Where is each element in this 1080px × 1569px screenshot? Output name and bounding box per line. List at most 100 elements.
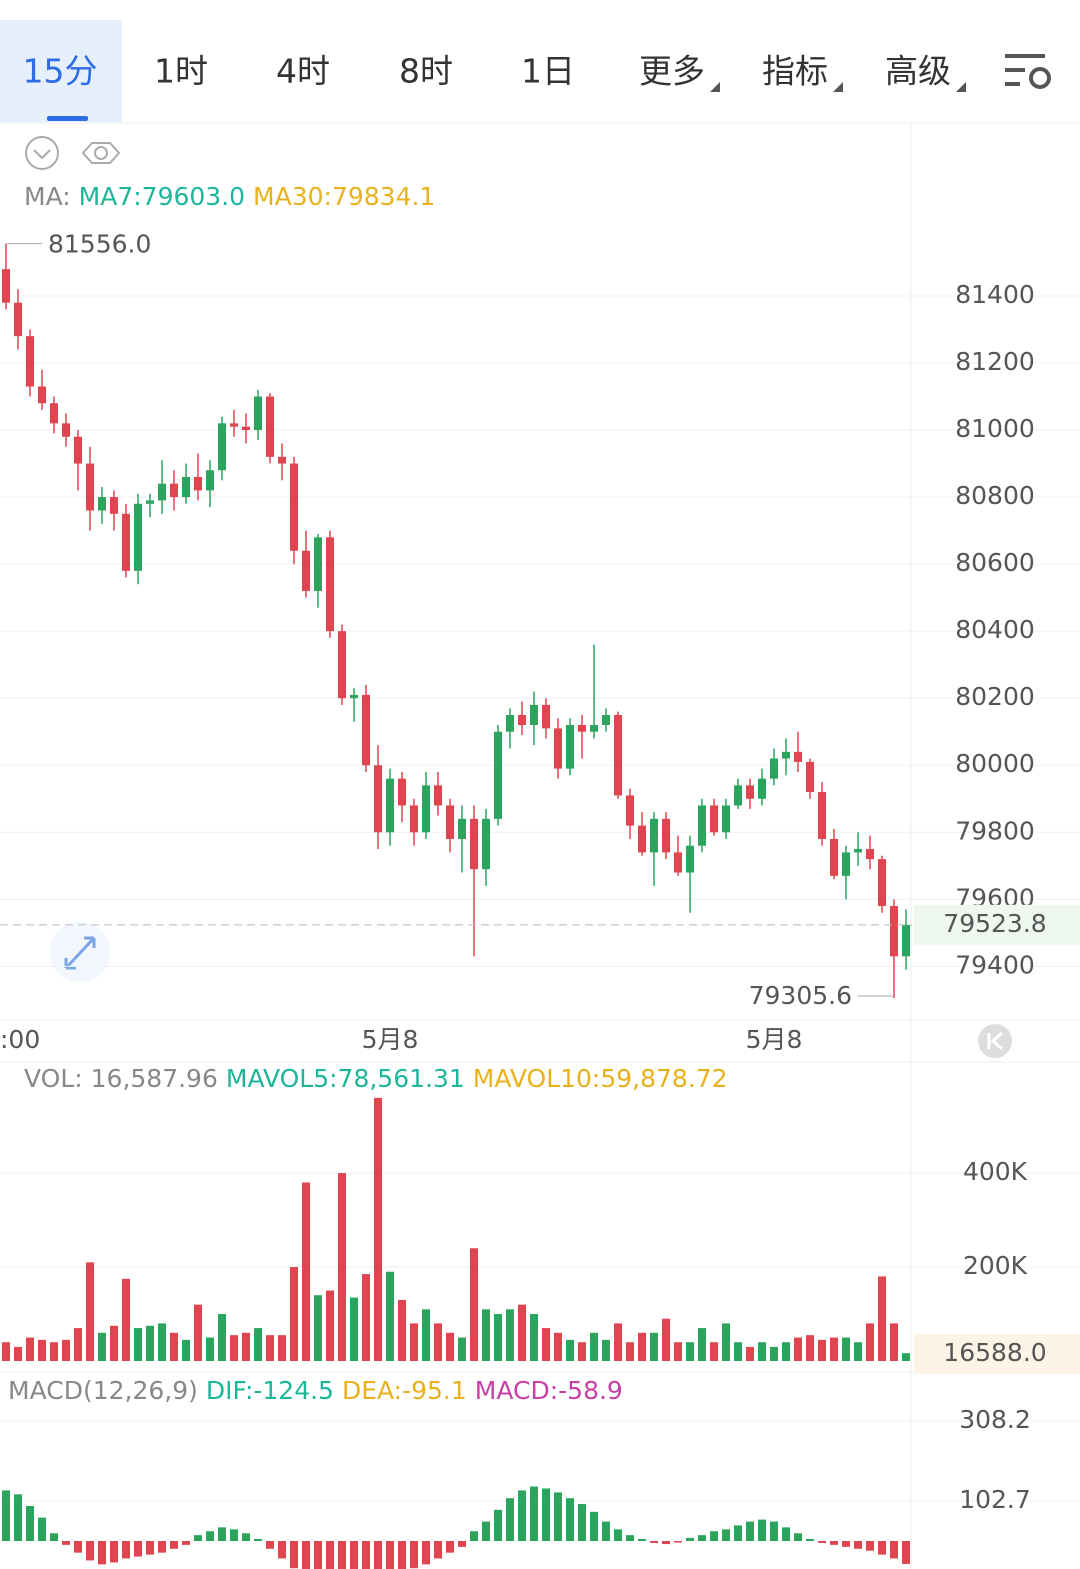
- candle-body: [182, 476, 190, 498]
- chart-tools[interactable]: [25, 136, 121, 170]
- volume-bar: [170, 1332, 178, 1361]
- candle-body: [314, 537, 322, 591]
- plots: 7940079600798008000080200804008060080800…: [0, 182, 1080, 1569]
- candle-body: [854, 849, 862, 853]
- macd-bar: [458, 1540, 466, 1547]
- scroll-end-button[interactable]: [978, 1024, 1012, 1058]
- min-label: 79305.6: [749, 981, 852, 1010]
- macd-bar: [326, 1540, 334, 1569]
- volume-bar: [242, 1332, 250, 1361]
- volume-bar: [134, 1328, 142, 1361]
- candle-body: [278, 456, 286, 464]
- candle-body: [830, 838, 838, 876]
- candle-body: [122, 513, 130, 571]
- macd-bar: [794, 1533, 802, 1541]
- volume-bar: [554, 1332, 562, 1361]
- macd-bar: [158, 1540, 166, 1553]
- volume-bar: [506, 1309, 514, 1361]
- candle-body: [86, 463, 94, 511]
- macd-bar: [710, 1531, 718, 1541]
- macd-bar: [38, 1517, 46, 1541]
- candle-body: [674, 852, 682, 873]
- x-tick-label: 5月8: [746, 1025, 803, 1054]
- candle-body: [722, 805, 730, 833]
- volume-bar: [338, 1173, 346, 1361]
- tab[interactable]: 指标: [762, 52, 828, 91]
- candle-body: [518, 714, 526, 726]
- y-tick-label: 80400: [955, 615, 1035, 644]
- macd-bar: [770, 1521, 778, 1541]
- candle-body: [350, 694, 358, 699]
- volume-bar: [206, 1337, 214, 1361]
- volume-bar: [842, 1337, 850, 1361]
- volume-bar: [74, 1328, 82, 1361]
- volume-bar: [530, 1314, 538, 1361]
- volume-bar: [518, 1304, 526, 1361]
- tab[interactable]: 更多: [639, 52, 705, 91]
- candle-body: [770, 758, 778, 779]
- y-tick-label: 80200: [955, 682, 1035, 711]
- volume-bar: [302, 1182, 310, 1361]
- expand-button[interactable]: [50, 922, 110, 982]
- candle-body: [662, 818, 670, 853]
- macd-bar: [134, 1540, 142, 1557]
- y-tick-label: 80800: [955, 481, 1035, 510]
- volume-bar: [854, 1342, 862, 1361]
- legend-entry: MAVOL5:78,561.31: [226, 1064, 465, 1093]
- candle-body: [818, 792, 826, 839]
- legend-entry: VOL: 16,587.96: [24, 1064, 218, 1093]
- volume-bar: [410, 1323, 418, 1361]
- macd-bar: [878, 1540, 886, 1555]
- macd-bar: [278, 1540, 286, 1559]
- macd-bar: [554, 1492, 562, 1541]
- volume-bar: [266, 1335, 274, 1361]
- legend-entry: MACD(12,26,9): [8, 1376, 198, 1405]
- legend-entry: DEA:-95.1: [342, 1376, 467, 1405]
- macd-bar: [674, 1540, 682, 1543]
- volume-bar: [818, 1339, 826, 1361]
- candle-body: [326, 537, 334, 632]
- candle-body: [638, 825, 646, 853]
- candle-body: [242, 426, 250, 431]
- tab[interactable]: 1日: [521, 52, 575, 91]
- macd-bar: [734, 1525, 742, 1541]
- volume-bar: [398, 1299, 406, 1361]
- macd-bar: [434, 1540, 442, 1559]
- candle-body: [194, 476, 202, 491]
- candle-body: [698, 805, 706, 846]
- macd-bar: [650, 1540, 658, 1543]
- y-tick-label: 200K: [963, 1251, 1028, 1280]
- y-tick-label: 81200: [955, 347, 1035, 376]
- macd-bar: [782, 1527, 790, 1541]
- volume-bar: [878, 1276, 886, 1361]
- macd-bar: [686, 1537, 694, 1541]
- candle-body: [98, 497, 106, 511]
- macd-bar: [50, 1533, 58, 1541]
- macd-bar: [254, 1539, 262, 1541]
- tab[interactable]: 高级: [885, 52, 951, 91]
- candle-body: [686, 845, 694, 873]
- volume-bar: [278, 1335, 286, 1361]
- volume-bar: [794, 1337, 802, 1361]
- volume-bar: [746, 1346, 754, 1361]
- tab-bar: 15分 1时 4时 8时 1日 更多 指标 高级: [23, 52, 966, 92]
- macd-bar: [314, 1540, 322, 1569]
- macd-bar: [758, 1519, 766, 1541]
- tab[interactable]: 8时: [399, 52, 453, 91]
- macd-bar: [338, 1540, 346, 1569]
- candle-body: [134, 503, 142, 571]
- macd-bar: [242, 1533, 250, 1541]
- volume-bar: [446, 1332, 454, 1361]
- macd-bar: [518, 1490, 526, 1541]
- tab[interactable]: 1时: [154, 52, 208, 91]
- macd-bar: [722, 1529, 730, 1541]
- volume-bar: [422, 1309, 430, 1361]
- candle-body: [782, 751, 790, 759]
- tab[interactable]: 4时: [276, 52, 330, 91]
- tab[interactable]: 15分: [23, 52, 98, 91]
- settings-icon[interactable]: [1005, 54, 1051, 89]
- volume-bar: [482, 1309, 490, 1361]
- candle-body: [434, 785, 442, 806]
- volume-bar: [290, 1267, 298, 1361]
